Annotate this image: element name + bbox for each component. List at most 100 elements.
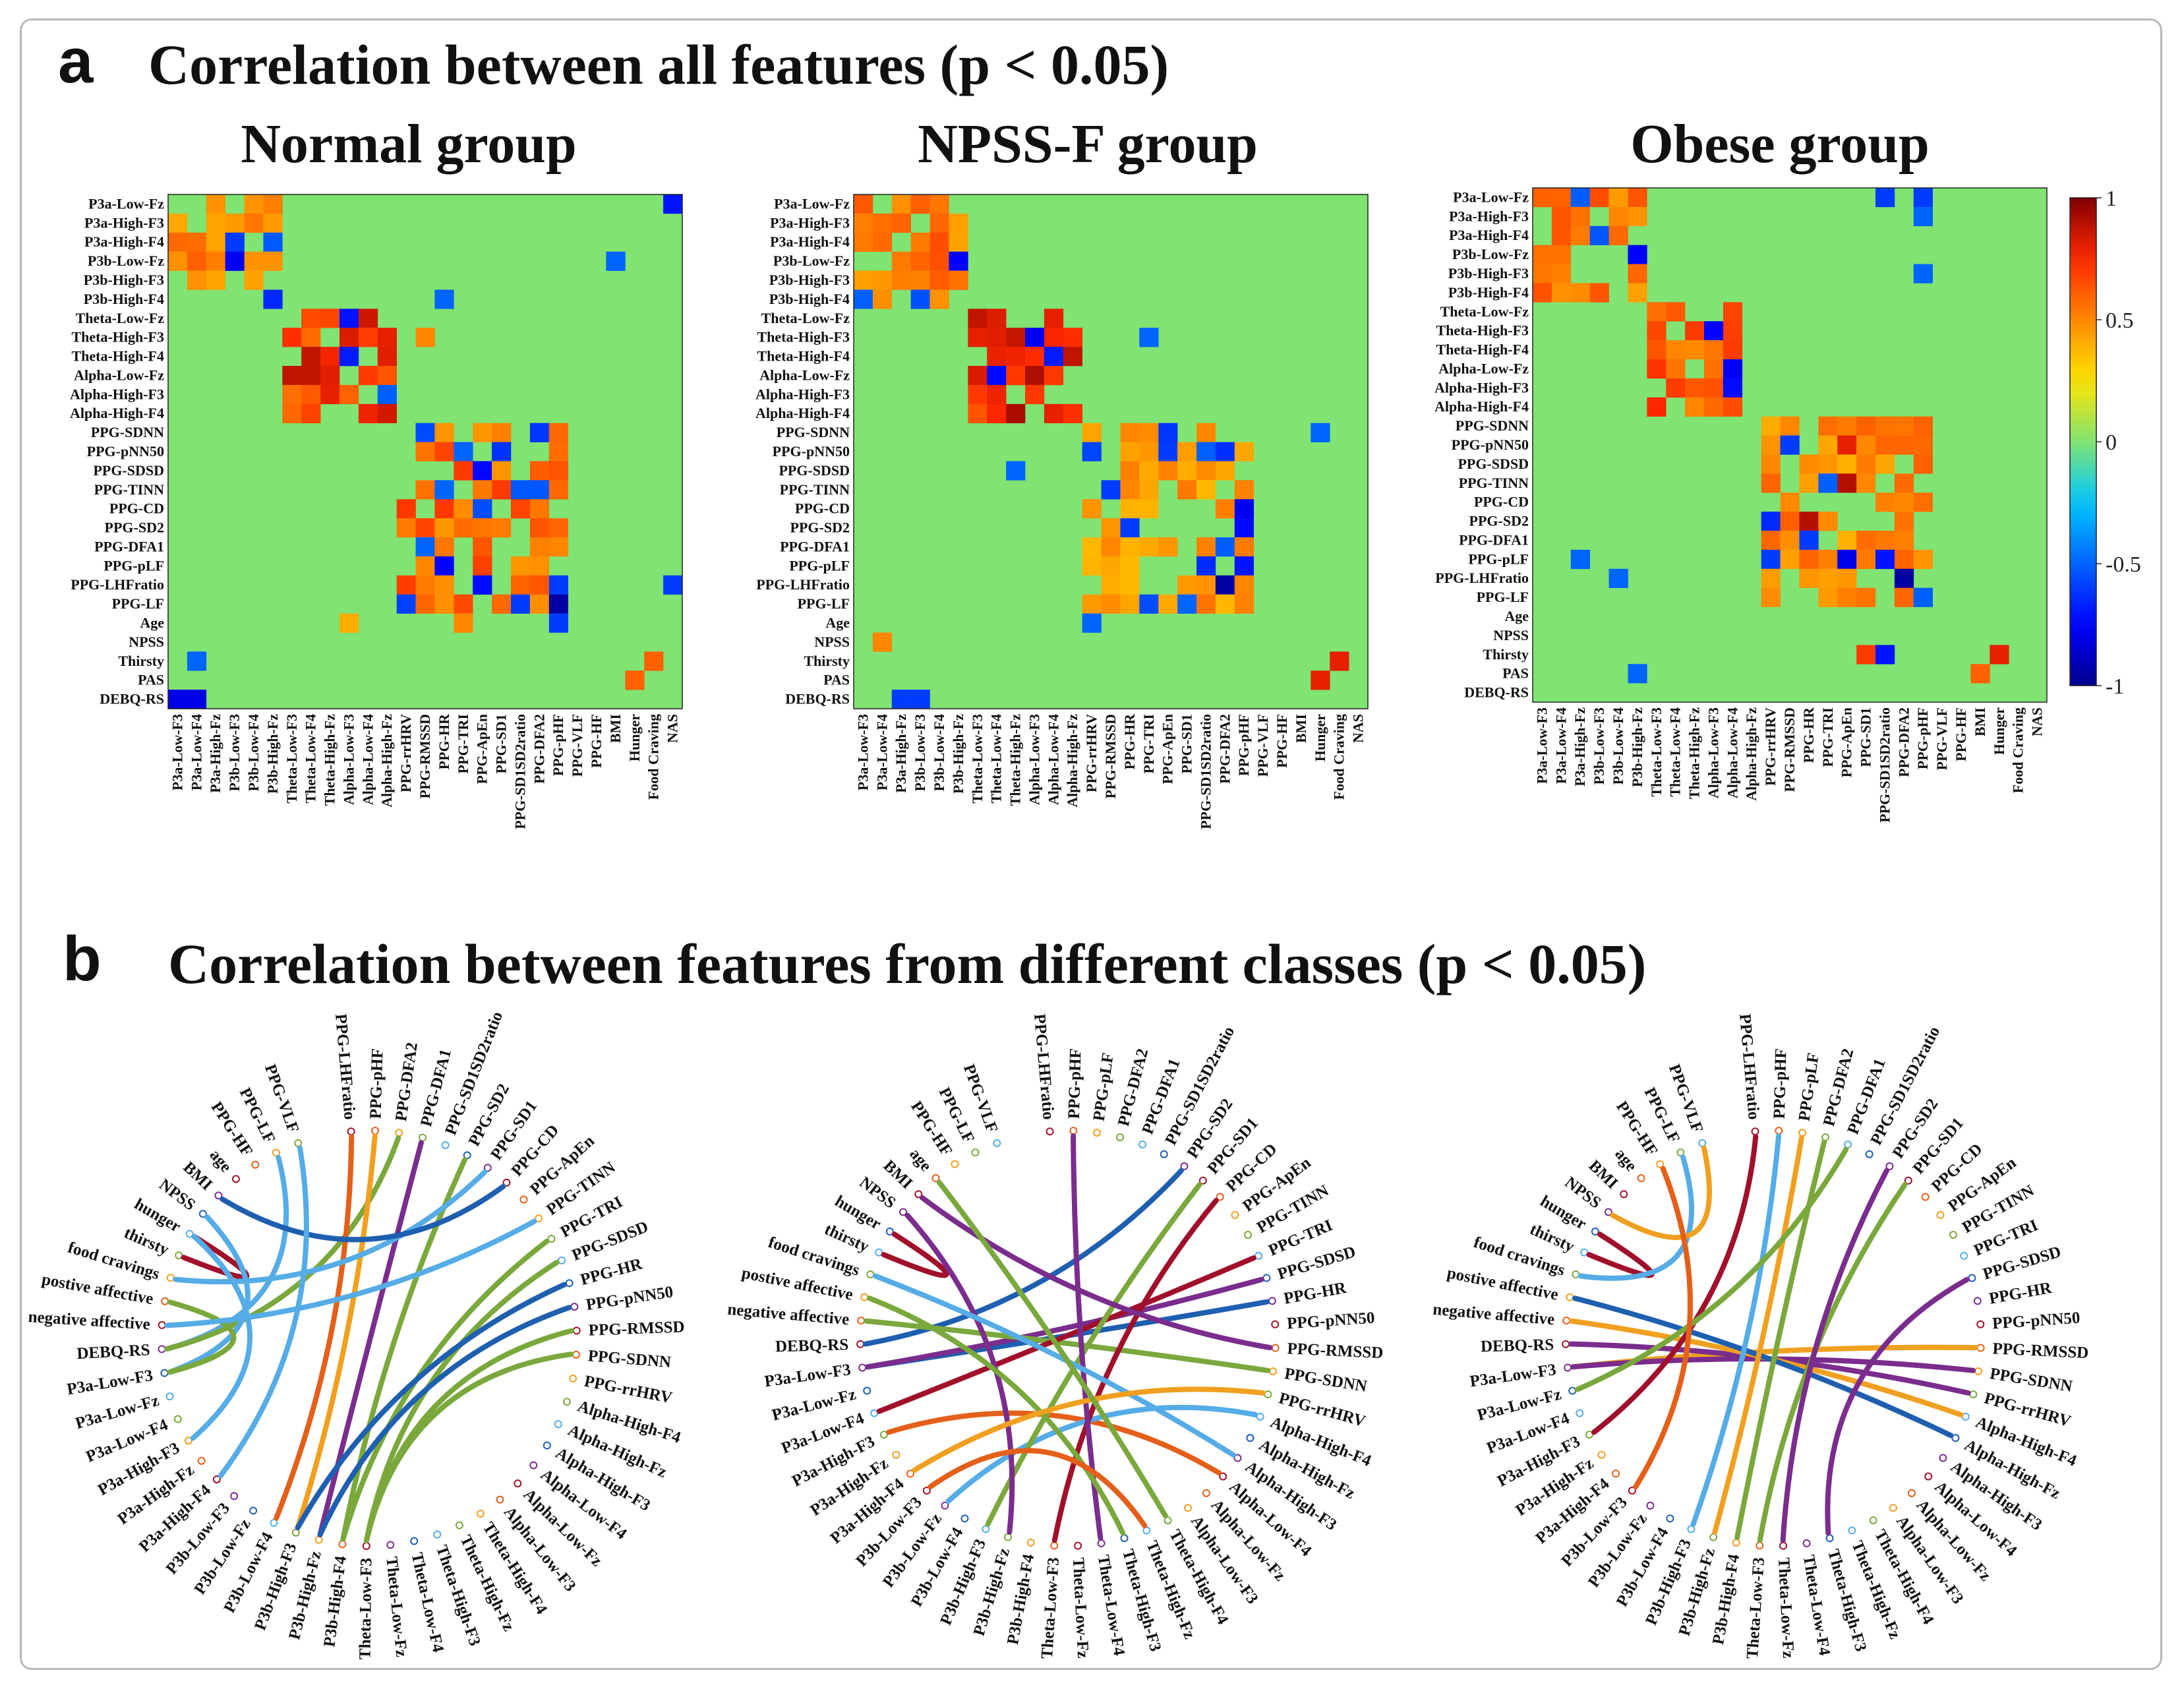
column-tick-label: P3a-High-Fz: [207, 714, 223, 793]
heatmap-cell: [1628, 245, 1647, 264]
chord-node: [463, 1151, 471, 1160]
column-tick-label: P3a-Low-F4: [1552, 707, 1569, 784]
chord-link: [920, 1195, 1273, 1351]
chord-node: [166, 1274, 175, 1282]
heatmap-cell: [1818, 568, 1838, 588]
heatmap-cell: [358, 309, 378, 328]
column-tick-label: PPG-HF: [1274, 714, 1290, 768]
row-tick-label: PPG-DFA1: [780, 538, 850, 554]
heatmap-cell: [930, 232, 949, 252]
chord-node-label: P3a-Low-F3: [1469, 1361, 1557, 1390]
heatmap-normal: P3a-Low-Fz P3a-High-F3 P3a-High-F4 P3b-Low-…: [70, 194, 683, 829]
chord-node: [1821, 1133, 1830, 1142]
row-tick-label: PPG-pLF: [789, 557, 850, 574]
heatmap-cell: [1647, 359, 1667, 379]
heatmap-cell: [1628, 283, 1647, 303]
column-tick-label: Theta-Low-F3: [1648, 707, 1665, 797]
heatmap-cell: [1533, 245, 1552, 264]
heatmap-cell: [548, 518, 568, 538]
heatmap-cell: [320, 347, 340, 367]
chord-node: [1756, 1541, 1764, 1550]
heatmap-cell: [1101, 575, 1121, 595]
chord-node-label: PPG-LHFratio: [332, 1013, 359, 1121]
chord-link: [173, 1169, 488, 1285]
heatmap-cell: [415, 518, 435, 538]
heatmap-cell: [377, 328, 397, 347]
chord-node: [410, 1537, 419, 1545]
chord-link: [1071, 1133, 1104, 1541]
heatmap-cell: [1875, 549, 1895, 570]
chord-node-label: PPG-pLF: [1090, 1052, 1117, 1122]
heatmap-cell: [1990, 645, 2009, 665]
column-tick-label: P3b-Low-F4: [1610, 707, 1626, 785]
heatmap-cell: [930, 213, 949, 233]
heatmap-cell: [492, 480, 512, 500]
chord-node-label: DEBQ-RS: [1481, 1336, 1554, 1355]
row-tick-label: Alpha-High-F3: [755, 386, 850, 402]
chord-node-label: Theta-Low-F3: [1744, 1557, 1768, 1659]
heatmap-cell: [454, 442, 473, 461]
heatmap-cell: [168, 213, 188, 233]
heatmap-cell: [644, 651, 664, 671]
heatmap-cell: [454, 613, 473, 633]
column-tick-label: Theta-Low-F4: [988, 714, 1005, 804]
heatmap-cell: [872, 632, 893, 652]
column-tick-label: PPG-SD1SD2ratio: [1197, 714, 1214, 829]
heatmap-cell: [1570, 188, 1590, 208]
heatmap-cell: [473, 423, 492, 442]
heatmap-border: [167, 194, 683, 709]
heatmap-cell: [511, 480, 531, 500]
heatmap-cell: [1177, 461, 1197, 481]
heatmap-cell: [1196, 556, 1216, 576]
heatmap-cell: [1818, 512, 1838, 531]
heatmap-cell: [1139, 480, 1159, 500]
heatmap-cell: [1570, 549, 1590, 570]
heatmap-cell: [415, 442, 435, 461]
heatmap-cell: [1818, 587, 1838, 607]
heatmap-cell: [1628, 188, 1647, 208]
chord-node: [1612, 1470, 1620, 1478]
heatmap-cell: [1723, 378, 1743, 398]
heatmap-cell: [1685, 378, 1705, 398]
heatmap-cell: [168, 251, 188, 271]
heatmap-cell: [1647, 321, 1667, 341]
chord-node: [1566, 1293, 1574, 1301]
heatmap-cell: [473, 461, 492, 481]
heatmap-cell: [1196, 461, 1216, 481]
chord-node: [161, 1297, 169, 1305]
heatmap-cell: [187, 251, 207, 271]
heatmap-cell: [187, 270, 207, 290]
heatmap-cell: [1723, 397, 1743, 417]
heatmap-cell: [1894, 512, 1914, 531]
heatmap-cell: [1177, 442, 1197, 461]
chord-node: [1219, 1472, 1227, 1481]
heatmap-cell: [396, 575, 416, 595]
heatmap-cell: [187, 232, 207, 252]
row-tick-label: Thirsty: [804, 653, 850, 669]
chord-link: [912, 1386, 1266, 1473]
heatmap-cell: [1158, 537, 1178, 557]
heatmap-cell: [358, 366, 378, 386]
heatmap-cell: [492, 518, 512, 538]
chord-node: [1116, 1133, 1125, 1142]
heatmap-cell: [1666, 340, 1686, 360]
heatmap-cell: [1761, 416, 1781, 436]
row-tick-label: Theta-Low-Fz: [761, 310, 850, 326]
chord-node: [160, 1369, 169, 1377]
row-tick-label: PPG-TINN: [94, 481, 164, 498]
heatmap-cell: [1818, 549, 1838, 570]
column-tick-label: Theta-High-Fz: [322, 714, 338, 806]
chord-node: [184, 1437, 192, 1445]
column-tick-label: PPG-SD1SD2ratio: [512, 714, 528, 829]
chord-node-label: PPG-SDNN: [1284, 1365, 1369, 1396]
column-tick-label: Hunger: [1991, 707, 2007, 755]
column-tick-label: PPG-rrHRV: [398, 714, 414, 792]
column-tick-label: P3a-High-Fz: [1572, 707, 1588, 787]
chord-node: [1802, 1539, 1811, 1547]
heatmap-cell: [1799, 512, 1819, 531]
heatmap-cell: [968, 328, 988, 347]
chord-node: [1844, 1140, 1852, 1148]
heatmap-cell: [1837, 473, 1857, 493]
chord-link: [1734, 1139, 1827, 1541]
heatmap-cell: [891, 251, 911, 271]
